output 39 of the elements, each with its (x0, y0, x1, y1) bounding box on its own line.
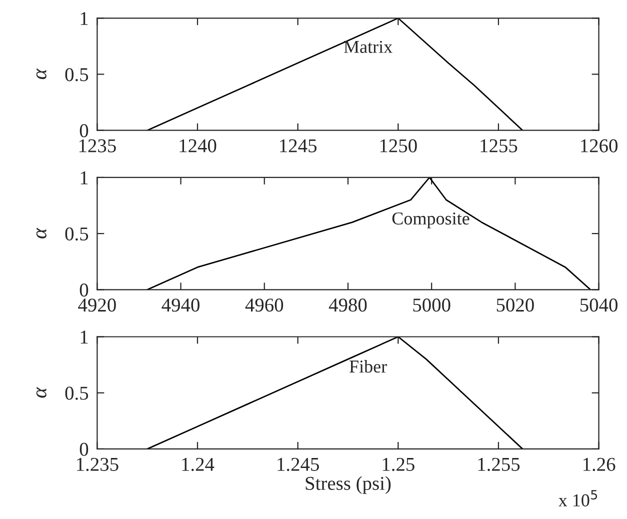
x-tick-label: 4920 (78, 298, 116, 312)
text: x 10$^{5}$ (558, 490, 598, 506)
line-series (146, 336, 524, 449)
x-tick-label: 5020 (496, 298, 534, 312)
line-series (146, 177, 592, 290)
y-tick-label: 0.5 (65, 227, 88, 241)
annotation: Matrix (344, 40, 392, 53)
x-tick-label: 5000 (413, 298, 450, 312)
y-tick-label: 1 (80, 12, 88, 25)
y-axis-title: α (36, 228, 46, 238)
y-tick-label: 0.5 (65, 68, 88, 82)
y-tick-label: 0.5 (65, 386, 88, 400)
x-tick-label: 4980 (328, 298, 367, 312)
y-tick-label: 1 (80, 330, 88, 344)
y-tick-label: 0 (80, 442, 88, 456)
x-tick-label: 1.26 (583, 458, 616, 472)
x-tick-label: 1.25 (382, 458, 414, 472)
annotation: Composite (392, 212, 470, 228)
x-tick-label: 1250 (380, 139, 417, 152)
x-tick-label: 4940 (162, 298, 200, 312)
x-tick-label: 1.245 (278, 458, 319, 472)
x-tick-label: 1.255 (478, 458, 520, 472)
y-tick-label: 1 (80, 171, 88, 184)
y-tick-label: 0 (80, 283, 88, 297)
x-tick-label: 1240 (180, 139, 216, 152)
x-tick-label: 1260 (581, 139, 618, 152)
x-tick-label: 1.24 (182, 458, 214, 472)
x-tick-label: 1245 (280, 139, 317, 152)
x-tick-label: 1255 (480, 139, 518, 152)
line-series (146, 18, 524, 130)
annotation: Fiber (350, 360, 387, 373)
x-tick-label: 4960 (245, 298, 284, 312)
x-tick-label: 1.235 (77, 458, 118, 472)
y-tick-label: 0 (80, 124, 88, 138)
x-tick-label: 5040 (580, 298, 618, 312)
y-axis-title: α (36, 387, 46, 398)
x-axis-title: Stress (psi) (306, 476, 391, 494)
x-tick-label: 1235 (79, 139, 116, 152)
y-axis-title: α (36, 68, 46, 80)
